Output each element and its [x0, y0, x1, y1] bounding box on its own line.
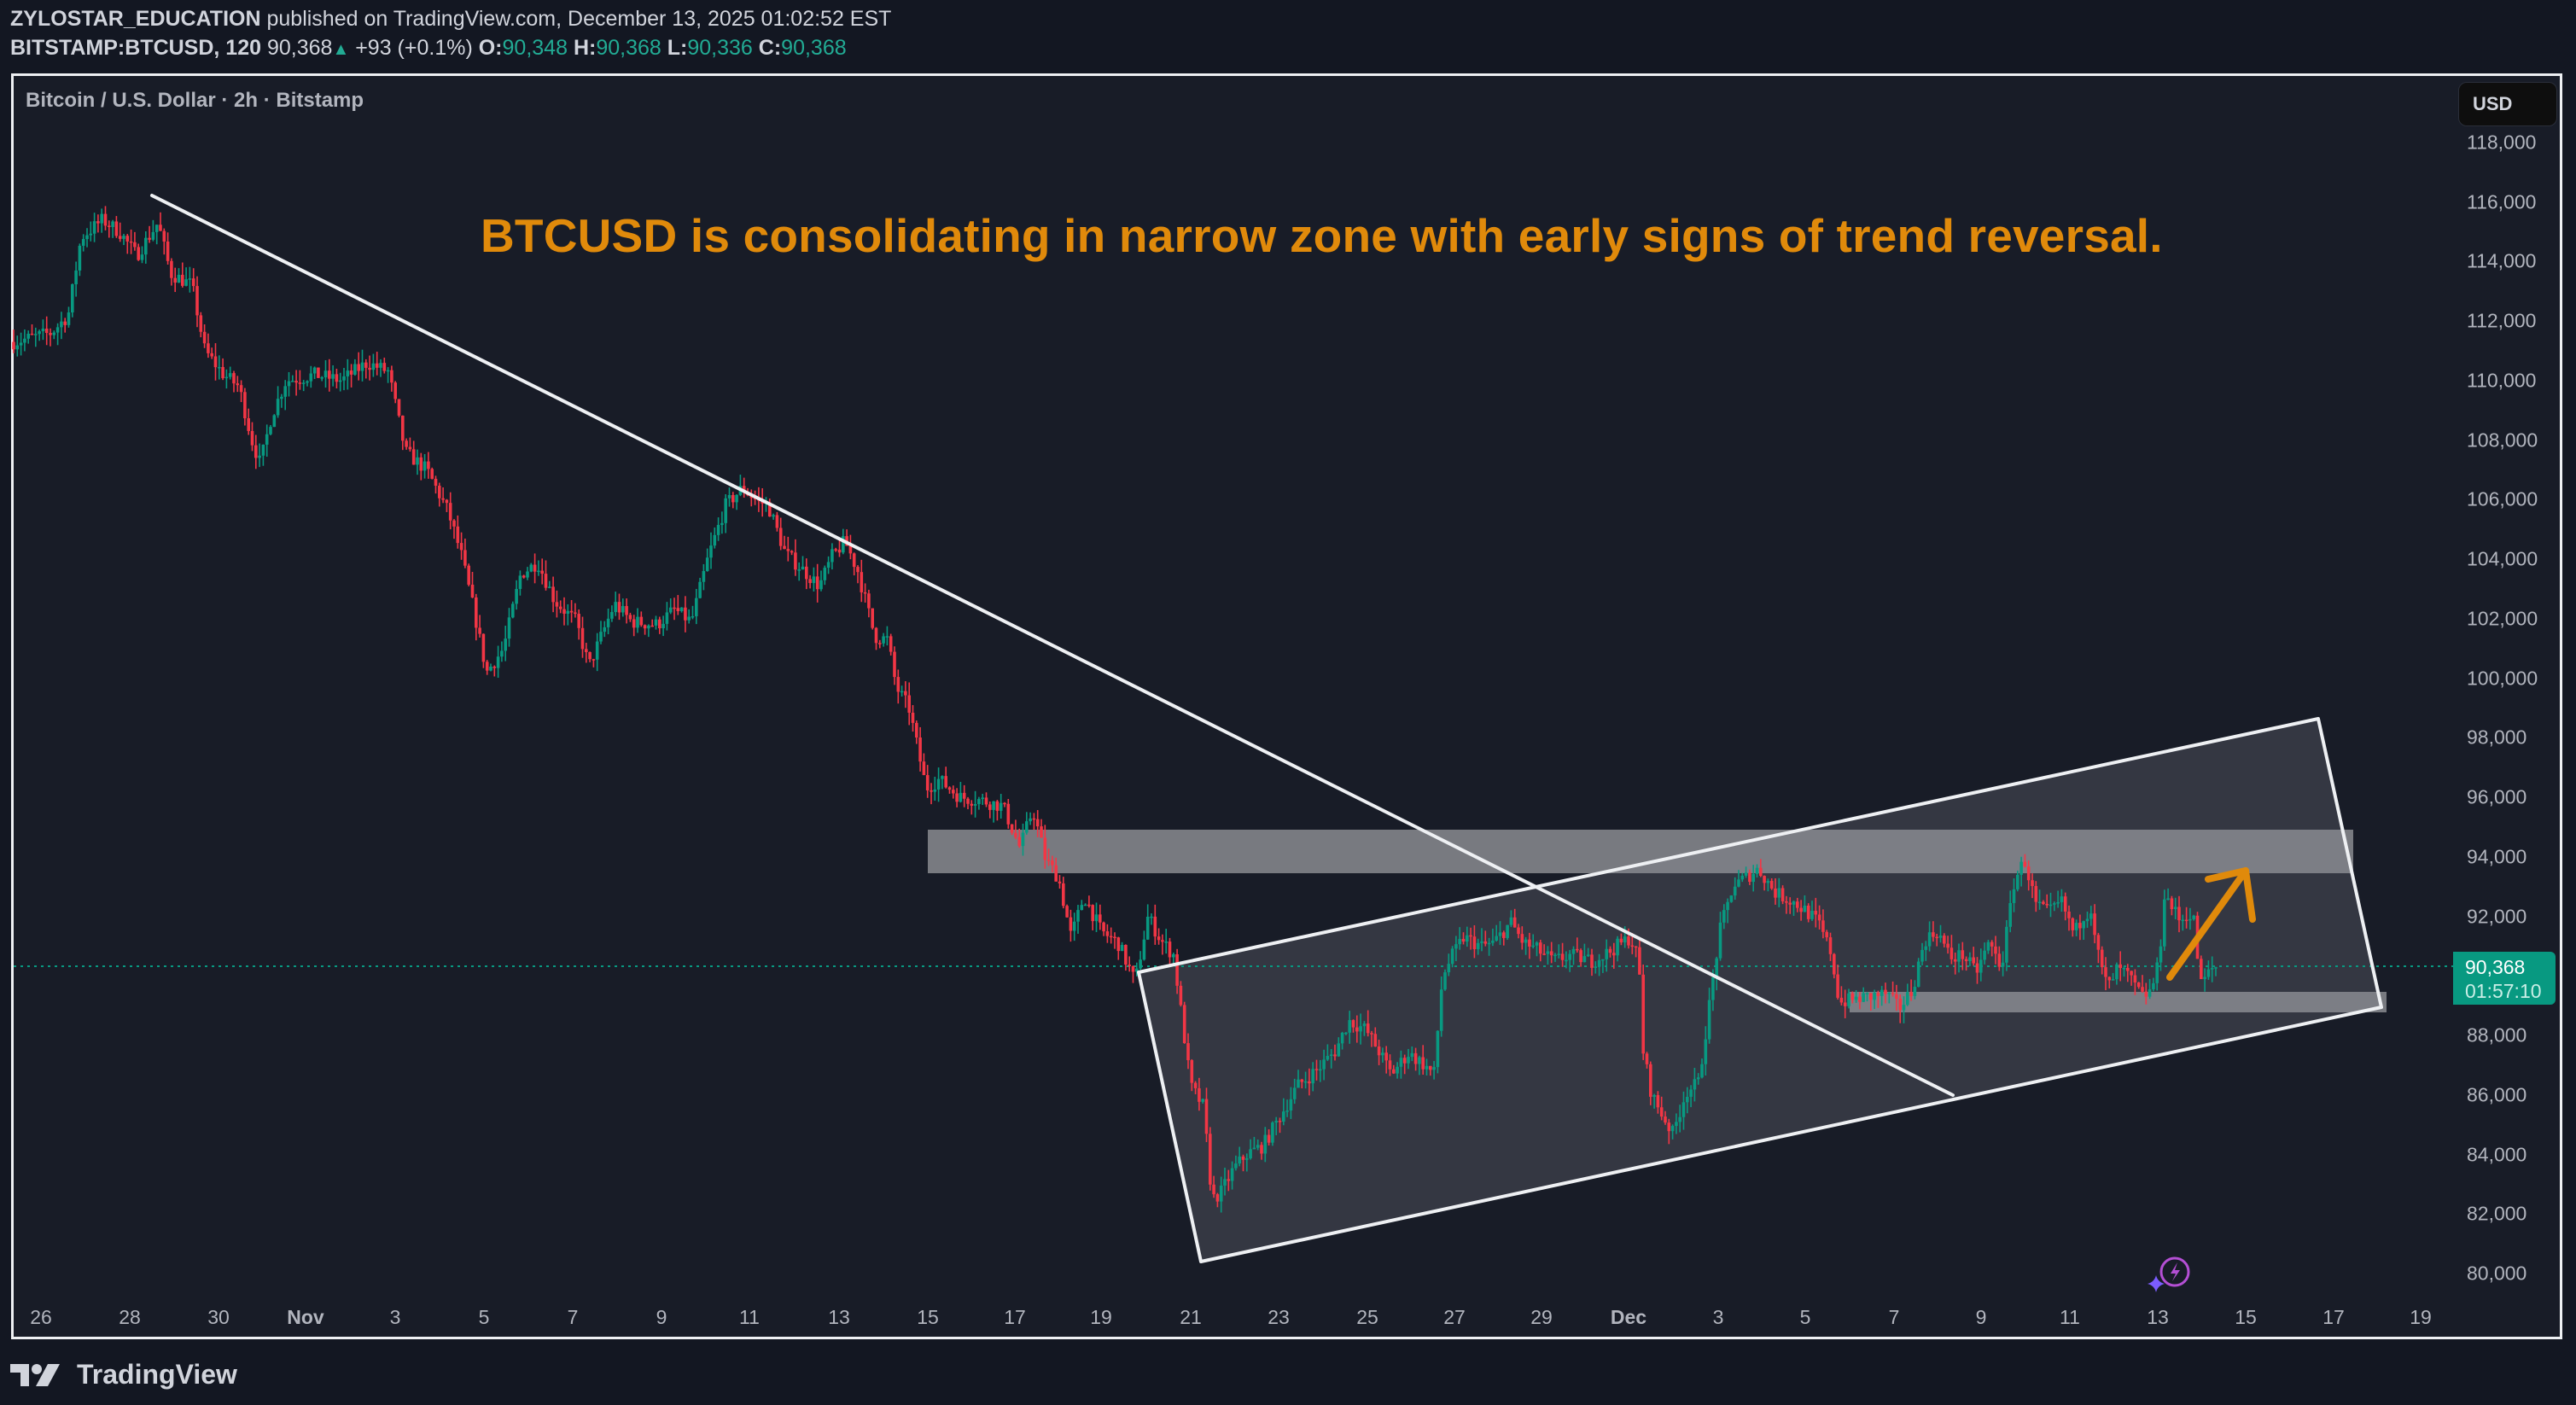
- bar-countdown: 01:57:10: [2465, 980, 2542, 1002]
- date-tick: 7: [1888, 1306, 1900, 1328]
- date-tick: 13: [2147, 1306, 2169, 1328]
- price-tick: 98,000: [2467, 726, 2527, 749]
- close-value: 90,368: [781, 36, 847, 60]
- up-triangle-icon: ▲: [332, 40, 350, 59]
- price-tick: 112,000: [2467, 309, 2537, 332]
- date-tick: 9: [656, 1306, 667, 1328]
- date-tick: 3: [389, 1306, 401, 1328]
- last-price: 90,368: [266, 36, 333, 60]
- candlestick-series: [12, 206, 2218, 1213]
- symbol-label: BITSTAMP:BTCUSD, 120: [10, 36, 262, 60]
- open-value: 90,348: [502, 36, 568, 60]
- date-tick: 11: [2060, 1306, 2080, 1328]
- publisher-name[interactable]: ZYLOSTAR_EDUCATION: [10, 7, 261, 31]
- date-tick: Nov: [287, 1306, 324, 1328]
- date-tick: 19: [1090, 1306, 1112, 1328]
- publish-info: ZYLOSTAR_EDUCATION published on TradingV…: [10, 7, 891, 32]
- published-text: published on TradingView.com, December 1…: [266, 7, 892, 31]
- price-tick: 88,000: [2467, 1023, 2527, 1046]
- date-tick: 30: [207, 1306, 230, 1328]
- date-tick: 21: [1180, 1306, 1202, 1328]
- date-tick: 5: [1799, 1306, 1811, 1328]
- ascending-channel[interactable]: [1139, 719, 2381, 1262]
- date-tick: 23: [1268, 1306, 1290, 1328]
- price-tick: 86,000: [2467, 1083, 2527, 1106]
- low-label: L:: [667, 36, 688, 60]
- low-value: 90,336: [687, 36, 753, 60]
- date-tick: 13: [828, 1306, 850, 1328]
- date-tick: 5: [478, 1306, 490, 1328]
- bullish-arrow-icon[interactable]: [2166, 867, 2256, 981]
- price-change: +93 (+0.1%): [355, 36, 473, 60]
- currency-button[interactable]: USD: [2458, 82, 2557, 126]
- symbol-ohlc-line: BITSTAMP:BTCUSD, 120 90,368▲ +93 (+0.1%)…: [10, 36, 847, 61]
- price-tick: 110,000: [2467, 369, 2537, 392]
- price-tick: 84,000: [2467, 1143, 2527, 1166]
- high-label: H:: [573, 36, 597, 60]
- date-tick: 29: [1530, 1306, 1553, 1328]
- current-price-tag: 90,368 01:57:10: [2453, 952, 2556, 1005]
- price-tick: 106,000: [2467, 487, 2538, 510]
- date-tick: 17: [2322, 1306, 2345, 1328]
- date-tick: 25: [1356, 1306, 1378, 1328]
- tradingview-logo[interactable]: TradingView: [10, 1359, 237, 1390]
- price-tick: 114,000: [2467, 249, 2537, 272]
- channel-outline[interactable]: [1137, 717, 2383, 1263]
- headline-annotation[interactable]: BTCUSD is consolidating in narrow zone w…: [481, 209, 2163, 262]
- downtrend-line[interactable]: [150, 194, 1955, 1097]
- price-tick: 102,000: [2467, 607, 2538, 630]
- price-tick: 94,000: [2467, 845, 2527, 868]
- price-tick: 80,000: [2467, 1262, 2527, 1285]
- chart-title: Bitcoin / U.S. Dollar · 2h · Bitstamp: [26, 89, 364, 112]
- price-tick: 108,000: [2467, 428, 2538, 452]
- date-tick: 7: [567, 1306, 579, 1328]
- open-label: O:: [478, 36, 503, 60]
- price-tick: 92,000: [2467, 905, 2527, 928]
- date-tick: 15: [2235, 1306, 2257, 1328]
- date-tick: Dec: [1610, 1306, 1647, 1328]
- date-tick: 19: [2410, 1306, 2432, 1328]
- price-tick: 96,000: [2467, 785, 2527, 808]
- date-tick: 3: [1712, 1306, 1724, 1328]
- date-tick: 11: [739, 1306, 760, 1328]
- current-price-value: 90,368: [2465, 956, 2526, 978]
- high-value: 90,368: [596, 36, 661, 60]
- price-tick: 82,000: [2467, 1202, 2527, 1225]
- date-tick: 15: [917, 1306, 939, 1328]
- date-tick: 9: [1975, 1306, 1987, 1328]
- price-tick: 104,000: [2467, 547, 2538, 570]
- price-tick: 116,000: [2467, 190, 2537, 213]
- tradingview-brand: TradingView: [77, 1359, 237, 1390]
- date-tick: 27: [1443, 1306, 1466, 1328]
- date-tick: 26: [30, 1306, 52, 1328]
- resistance-zone[interactable]: [928, 830, 2353, 873]
- price-tick: 118,000: [2467, 131, 2537, 154]
- date-tick: 28: [119, 1306, 141, 1328]
- tradingview-logo-icon: [10, 1363, 60, 1386]
- lightning-sparkle-icon[interactable]: [2148, 1256, 2190, 1292]
- support-zone[interactable]: [1850, 992, 2387, 1012]
- date-tick: 17: [1004, 1306, 1026, 1328]
- price-tick: 100,000: [2467, 667, 2538, 690]
- close-label: C:: [758, 36, 782, 60]
